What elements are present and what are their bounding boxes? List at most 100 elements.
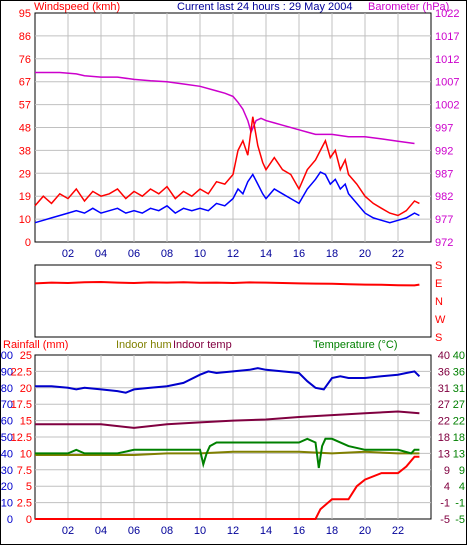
temperature-tick-label: 31	[453, 383, 465, 395]
humidity-tick-label: 10	[1, 498, 13, 510]
top-x-tick-label: 12	[227, 248, 239, 260]
barometer-tick-label: 997	[435, 123, 453, 135]
humidity-tick-label: 30	[1, 465, 13, 477]
windspeed-tick-label: 29	[19, 168, 31, 180]
temperature-tick-label: 22	[438, 416, 450, 428]
barometer-tick-label: 982	[435, 191, 453, 203]
temperature-tick-label: 27	[438, 399, 450, 411]
direction-plot-frame	[34, 264, 432, 338]
temperature-tick-label: 40	[438, 350, 450, 362]
rainfall-tick-label: 10	[20, 448, 32, 460]
indoor-temp-label: Indoor temp	[173, 339, 232, 351]
direction-tick-label: E	[435, 278, 442, 290]
temperature-tick-label: -1	[440, 498, 450, 510]
top-x-tick-label: 18	[326, 248, 338, 260]
barometer-tick-label: 1022	[435, 8, 459, 20]
direction-series	[34, 280, 420, 287]
top-x-tick-label: 16	[293, 248, 305, 260]
series-line-indoor-hum	[35, 450, 420, 456]
humidity-tick-label: 40	[1, 448, 13, 460]
bottom-x-tick-label: 22	[392, 525, 404, 537]
top-grid	[35, 13, 431, 242]
rainfall-tick-label: 0	[26, 514, 32, 526]
top-panel: 0 10 19 29 38 48 57 67 76 86 95 972 977 982 987 992 997…	[19, 1, 460, 260]
direction-tick-label: S	[435, 332, 442, 344]
series-line-temperature	[35, 437, 420, 469]
rainfall-tick-label: 12.5	[11, 432, 32, 444]
top-x-tick-label: 02	[62, 248, 74, 260]
top-x-tick-label: 08	[161, 248, 173, 260]
bottom-grid	[35, 355, 431, 519]
bottom-series	[35, 367, 421, 520]
bottom-x-tick-label: 10	[194, 525, 206, 537]
temperature-tick-label: 27	[453, 399, 465, 411]
bottom-x-tick-label: 04	[95, 525, 107, 537]
temperature-tick-label: 40	[453, 350, 465, 362]
rainfall-tick-label: 20	[20, 383, 32, 395]
rainfall-tick-label: 17.5	[11, 399, 32, 411]
series-line-wind-average	[34, 171, 420, 224]
barometer-tick-label: 1017	[435, 31, 459, 43]
direction-tick-label: N	[435, 296, 443, 308]
temperature-axis-label: Temperature (°C)	[313, 339, 397, 351]
temperature-tick-label: 36	[438, 366, 450, 378]
barometer-tick-label: 1012	[435, 54, 459, 66]
bottom-x-ticks: 02 04 06 08 10 12 14 16 18 20 22	[62, 525, 404, 537]
windspeed-tick-label: 10	[19, 214, 31, 226]
bottom-x-tick-label: 20	[359, 525, 371, 537]
windspeed-tick-label: 0	[25, 237, 31, 249]
temperature-tick-label: -1	[455, 498, 465, 510]
series-line-indoor-temp	[35, 410, 420, 429]
bottom-x-tick-label: 08	[161, 525, 173, 537]
top-x-tick-label: 10	[194, 248, 206, 260]
humidity-tick-label: 90	[1, 366, 13, 378]
direction-tick-label: S	[435, 260, 442, 272]
humidity-tick-label: 50	[1, 432, 13, 444]
barometer-tick-label: 977	[435, 214, 453, 226]
windspeed-tick-label: 67	[19, 77, 31, 89]
top-left-ticks: 0 10 19 29 38 48 57 67 76 86 95	[19, 8, 31, 249]
direction-tick-label: W	[435, 314, 446, 326]
windspeed-axis-label: Windspeed (kmh)	[34, 1, 120, 13]
temperature-tick-label: 36	[453, 366, 465, 378]
barometer-tick-label: 992	[435, 145, 453, 157]
windspeed-tick-label: 95	[19, 8, 31, 20]
humidity-tick-label: 0	[7, 514, 13, 526]
temperature-tick-label: -5	[455, 514, 465, 526]
bottom-panel: 0 0 -5 -5 10 2.5 -1 -1 20 5 4 4 30 7.5 9 9 40 10 13 13 5012.…	[0, 339, 465, 537]
humidity-tick-label: 20	[1, 481, 13, 493]
top-x-tick-label: 14	[260, 248, 272, 260]
barometer-axis-label: Barometer (hPa)	[368, 1, 449, 13]
rainfall-tick-label: 2.5	[17, 498, 32, 510]
humidity-tick-label: 60	[1, 416, 13, 428]
rainfall-tick-label: 5	[26, 481, 32, 493]
rainfall-tick-label: 25	[20, 350, 32, 362]
windspeed-tick-label: 86	[19, 31, 31, 43]
temperature-tick-label: 4	[459, 481, 465, 493]
series-line-humidity	[35, 367, 421, 394]
temperature-tick-label: 4	[444, 481, 450, 493]
temperature-tick-label: 9	[459, 465, 465, 477]
top-right-ticks: 972 977 982 987 992 997 1002 1007 1012 1017 1022	[435, 8, 459, 249]
rainfall-axis-label: Rainfall (mm)	[3, 339, 68, 351]
bottom-ticks: 0 0 -5 -5 10 2.5 -1 -1 20 5 4 4 30 7.5 9 9 40 10 13 13 5012.…	[0, 350, 465, 526]
windspeed-tick-label: 76	[19, 54, 31, 66]
bottom-x-tick-label: 06	[128, 525, 140, 537]
humidity-tick-label: 70	[1, 399, 13, 411]
temperature-tick-label: 31	[438, 383, 450, 395]
windspeed-tick-label: 38	[19, 145, 31, 157]
temperature-tick-label: 13	[438, 448, 450, 460]
temperature-tick-label: 9	[444, 465, 450, 477]
rainfall-tick-label: 15	[20, 416, 32, 428]
top-x-ticks: 02 04 06 08 10 12 14 16 18 20 22	[62, 248, 404, 260]
series-line-barometer	[35, 71, 415, 145]
temperature-tick-label: 18	[453, 432, 465, 444]
top-x-tick-label: 06	[128, 248, 140, 260]
bottom-x-tick-label: 14	[260, 525, 272, 537]
temperature-tick-label: -5	[440, 514, 450, 526]
temperature-tick-label: 22	[453, 416, 465, 428]
bottom-x-tick-label: 18	[326, 525, 338, 537]
temperature-tick-label: 13	[453, 448, 465, 460]
